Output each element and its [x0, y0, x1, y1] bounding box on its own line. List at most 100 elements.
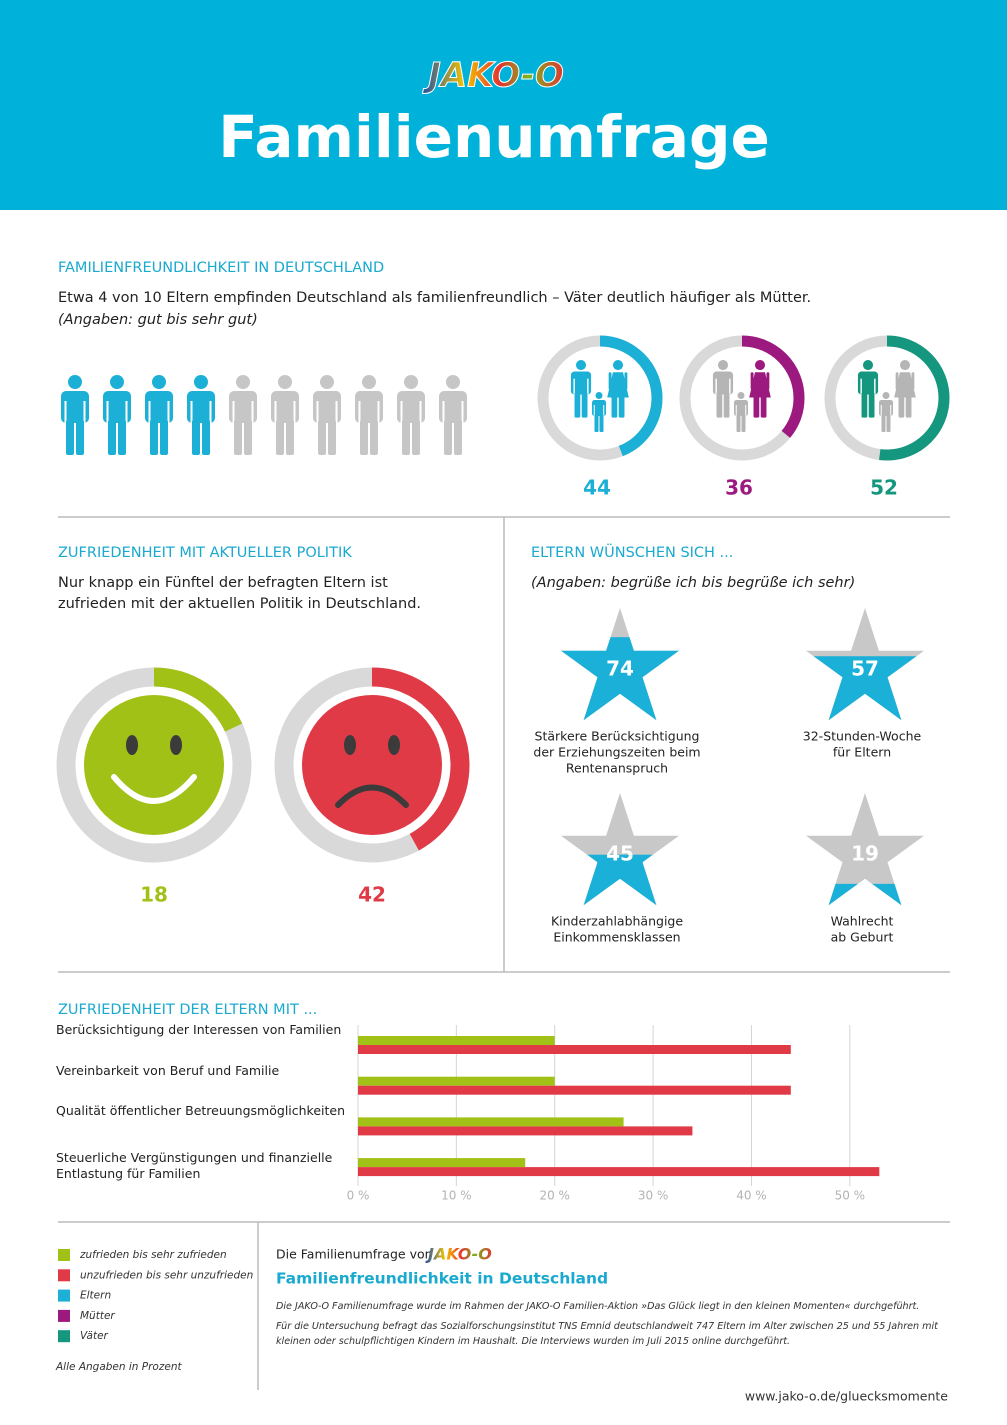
- leg: [581, 392, 588, 418]
- category-label: Berücksichtigung der Interessen von Fami…: [56, 1022, 341, 1037]
- leg: [753, 392, 760, 418]
- leg: [118, 420, 126, 455]
- gap: [377, 401, 380, 423]
- body: [894, 372, 916, 398]
- leg: [412, 420, 420, 455]
- leg: [868, 392, 875, 418]
- bar: [358, 1085, 791, 1095]
- footer-paragraph: Für die Untersuchung befragt das Sozialf…: [276, 1321, 938, 1347]
- person-icon: [271, 375, 299, 455]
- star-label: Stärkere Berücksichtigung: [535, 729, 700, 744]
- x-tick-label: 10 %: [441, 1189, 472, 1203]
- gap: [603, 405, 605, 416]
- leg: [360, 420, 368, 455]
- leg: [454, 420, 462, 455]
- x-tick-label: 50 %: [835, 1189, 866, 1203]
- leg: [611, 392, 618, 418]
- note: (Angaben: begrüße ich bis begrüße ich se…: [531, 575, 855, 591]
- category-label: Qualität öffentlicher Betreuungsmöglichk…: [56, 1103, 345, 1118]
- bar: [358, 1045, 791, 1054]
- head: [717, 360, 729, 371]
- x-tick-label: 40 %: [736, 1189, 767, 1203]
- section-title: FAMILIENFREUNDLICHKEIT IN DEUTSCHLAND: [58, 260, 384, 276]
- leg: [66, 420, 74, 455]
- gap: [251, 401, 254, 423]
- leg: [898, 392, 905, 418]
- leg: [574, 392, 581, 418]
- gap: [587, 378, 589, 395]
- person-icon: [894, 360, 916, 418]
- leg: [881, 414, 886, 432]
- gap: [232, 401, 235, 423]
- body: [592, 400, 606, 416]
- star-fill: [806, 883, 924, 906]
- legend-swatch: [58, 1330, 70, 1343]
- value-label: 74: [606, 657, 634, 681]
- footer-intro: Die Familienumfrage von: [276, 1247, 433, 1262]
- leg: [370, 420, 378, 455]
- value-label: 18: [140, 883, 168, 907]
- value-label: 45: [606, 842, 634, 866]
- gap: [190, 401, 193, 423]
- star-label: der Erziehungszeiten beim: [533, 745, 700, 760]
- arm: [750, 372, 754, 390]
- footer-heading: Familienfreundlichkeit in Deutschland: [276, 1270, 608, 1288]
- person-icon: [439, 375, 467, 455]
- leg: [736, 414, 741, 432]
- subtitle: Etwa 4 von 10 Eltern empfinden Deutschla…: [58, 290, 811, 306]
- logo: JAKO-O: [422, 56, 564, 96]
- body: [355, 391, 383, 423]
- leg: [244, 420, 252, 455]
- gap: [335, 401, 338, 423]
- person-icon: [229, 375, 257, 455]
- body: [397, 391, 425, 423]
- category-label: Vereinbarkeit von Beruf und Familie: [56, 1062, 280, 1078]
- person-icon: [857, 360, 879, 418]
- gap: [316, 401, 319, 423]
- leg: [234, 420, 242, 455]
- eye: [170, 735, 182, 755]
- donut-arc: [824, 335, 950, 461]
- person-icon: [187, 375, 215, 455]
- eye: [344, 735, 356, 755]
- head: [882, 392, 890, 399]
- head: [68, 375, 82, 389]
- leg: [723, 392, 730, 418]
- eye: [388, 735, 400, 755]
- mouth: [335, 784, 409, 808]
- leg: [108, 420, 116, 455]
- leg: [905, 392, 912, 418]
- footnote: Alle Angaben in Prozent: [55, 1361, 182, 1373]
- body: [439, 391, 467, 423]
- person-icon: [607, 360, 629, 418]
- leg: [741, 414, 746, 432]
- body: [570, 371, 592, 395]
- arm: [608, 372, 612, 390]
- star-label: 32-Stunden-Woche: [803, 729, 922, 744]
- gap: [293, 401, 296, 423]
- x-tick-label: 30 %: [638, 1189, 669, 1203]
- value-label: 44: [583, 476, 611, 500]
- person-icon: [145, 375, 173, 455]
- footer-paragraph: Für die Untersuchung befragt das Sozialf…: [276, 1321, 938, 1347]
- body: [857, 371, 879, 395]
- legend-label: Eltern: [80, 1290, 111, 1302]
- section-title: ELTERN WÜNSCHEN SICH ...: [531, 543, 733, 561]
- category-label: Steuerliche Vergünstigungen und finanzie…: [56, 1150, 333, 1182]
- person-icon: [355, 375, 383, 455]
- leg: [286, 420, 294, 455]
- value-label: 36: [725, 476, 753, 500]
- head: [595, 392, 603, 399]
- leg: [618, 392, 625, 418]
- head: [194, 375, 208, 389]
- leg: [599, 414, 604, 432]
- footer-url: www.jako-o.de/gluecksmomente: [745, 1389, 948, 1404]
- leg: [328, 420, 336, 455]
- person-icon: [103, 375, 131, 455]
- legend-swatch: [58, 1269, 70, 1282]
- leg: [886, 414, 891, 432]
- arm: [895, 372, 899, 390]
- legend-label: zufrieden bis sehr zufrieden: [79, 1249, 227, 1261]
- mouth: [111, 774, 197, 804]
- head: [899, 360, 911, 371]
